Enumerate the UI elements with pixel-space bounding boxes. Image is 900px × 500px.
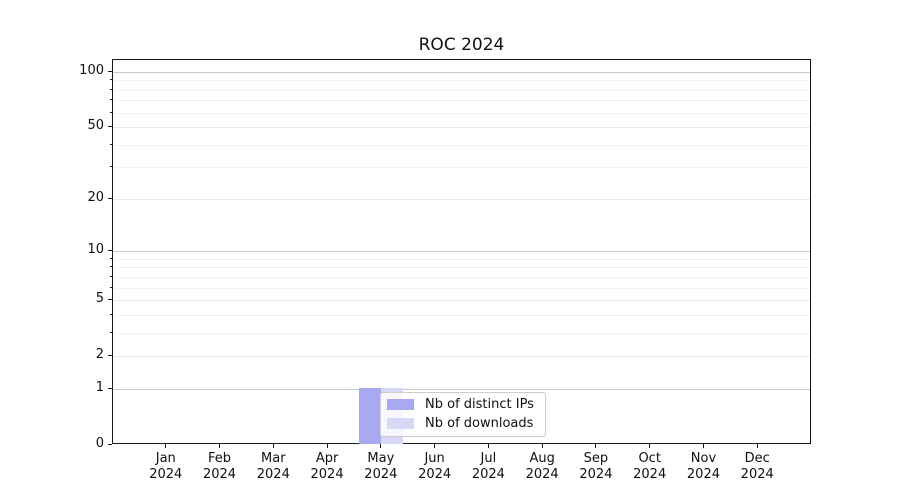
gridline-minor [113,80,810,82]
x-tick-label-aug: Aug 2024 [525,451,559,482]
gridline-minor [113,276,810,278]
gridline-10 [113,251,810,253]
x-tick-mark-may [380,444,382,448]
legend-item-downloads: Nb of downloads [387,416,539,431]
x-tick-mark-mar [272,444,274,448]
downloads-swatch-icon [387,418,414,429]
y-tick-label-50: 50 [87,118,104,134]
y-tick-label-100: 100 [79,63,104,78]
y-minor-tick-mark [109,313,112,315]
y-minor-tick-mark [109,275,112,277]
x-tick-label-dec: Dec 2024 [740,451,774,482]
gridline-1 [113,388,810,390]
y-tick-label-2: 2 [95,347,104,363]
gridline-minor [113,100,810,102]
y-tick-label-0: 0 [95,436,104,451]
y-minor-tick-mark [109,99,112,101]
x-tick-label-nov: Nov 2024 [686,451,720,482]
x-tick-label-oct: Oct 2024 [633,451,667,482]
x-tick-mark-oct [649,444,651,448]
gridline-minor [113,258,810,260]
gridline-2 [113,356,810,358]
gridline-minor [113,314,810,316]
x-tick-mark-jun [434,444,436,448]
y-minor-tick-mark [109,111,112,113]
x-tick-mark-sep [595,444,597,448]
y-tick-label-20: 20 [87,189,104,205]
gridline-minor [113,167,810,169]
x-tick-label-jun: Jun 2024 [418,451,452,482]
y-tick-mark [108,197,112,199]
y-minor-tick-mark [109,79,112,81]
legend-label-distinct-ips: Nb of distinct IPs [425,397,534,412]
y-tick-mark [108,387,112,389]
distinct-ips-swatch-icon [387,399,414,410]
y-tick-mark [108,299,112,301]
y-tick-label-5: 5 [95,291,104,307]
x-tick-mark-aug [541,444,543,448]
x-tick-label-apr: Apr 2024 [310,451,344,482]
y-tick-mark [108,71,112,72]
x-tick-mark-dec [756,444,758,448]
y-minor-tick-mark [109,88,112,90]
x-tick-mark-apr [326,444,328,448]
gridline-minor [113,89,810,91]
x-tick-label-feb: Feb 2024 [202,451,237,482]
gridline-20 [113,198,810,200]
x-tick-label-jul: Jul 2024 [471,451,505,482]
y-minor-tick-mark [109,266,112,268]
y-tick-mark [108,355,112,357]
y-tick-label-1: 1 [95,379,104,395]
plot-area [112,59,811,444]
x-tick-label-mar: Mar 2024 [256,451,290,482]
x-tick-label-sep: Sep 2024 [579,451,613,482]
chart-title: ROC 2024 [418,35,505,55]
x-tick-label-jan: Jan 2024 [149,451,183,482]
y-minor-tick-mark [109,331,112,333]
gridline-minor [113,144,810,146]
legend-label-downloads: Nb of downloads [425,416,534,431]
x-tick-mark-jan [165,444,167,448]
gridline-100 [113,72,810,73]
gridline-minor [113,267,810,269]
y-tick-label-10: 10 [87,242,104,258]
legend: Nb of distinct IPs Nb of downloads [380,392,546,437]
x-tick-mark-jul [487,444,489,448]
y-minor-tick-mark [109,166,112,168]
y-tick-mark [108,250,112,252]
y-tick-mark [108,126,112,128]
legend-item-distinct-ips: Nb of distinct IPs [387,397,539,412]
y-minor-tick-mark [109,286,112,288]
x-tick-label-may: May 2024 [364,451,398,482]
gridline-50 [113,127,810,129]
x-tick-mark-nov [702,444,704,448]
x-tick-mark-feb [219,444,221,448]
y-minor-tick-mark [109,257,112,259]
y-minor-tick-mark [109,143,112,145]
bar-nb-of-distinct-ips-may [359,387,381,444]
gridline-5 [113,300,810,302]
gridline-minor [113,112,810,114]
gridline-minor [113,332,810,334]
y-tick-mark [108,444,112,445]
gridline-minor [113,287,810,289]
